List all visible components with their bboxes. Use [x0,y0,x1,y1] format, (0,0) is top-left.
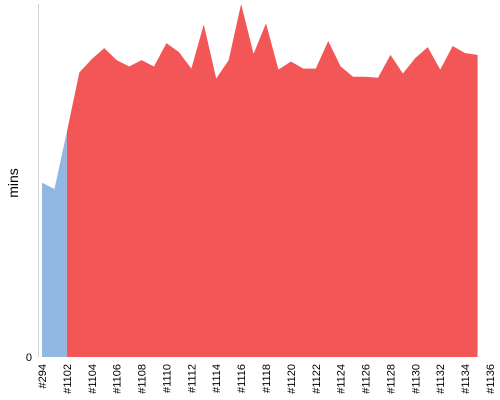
x-tick-label: #1114 [211,364,223,393]
x-tick-label: #1130 [410,364,422,394]
y-axis-title: mins [5,168,21,198]
x-tick-label: #294 [37,364,49,388]
x-tick-label: #1112 [186,364,198,393]
x-tick-label: #1110 [161,364,173,393]
x-tick-label: #1106 [112,364,124,394]
x-tick-label: #1104 [87,364,99,394]
x-tick-label: #1102 [62,364,74,394]
x-tick-label: #1124 [336,364,348,394]
series-layer [42,4,478,357]
x-tick-label: #1108 [137,364,149,394]
y-tick-labels: 0 [26,352,32,364]
x-tick-label: #1132 [435,364,447,394]
x-tick-label: #1136 [485,364,497,394]
x-tick-labels: #294 #1102 #1104 #1106 #1108 #1110 #1112 #1114 #… [37,364,497,394]
x-tick-label: #1122 [311,364,323,394]
x-tick-label: #1120 [286,364,298,394]
x-tick-label: #1118 [261,364,273,393]
x-tick-label: #1128 [385,364,397,394]
x-tick-label: #1134 [460,364,472,394]
y-tick-label: 0 [26,352,32,364]
x-tick-label: #1116 [236,364,248,393]
series-2-area [66,4,478,357]
x-tick-label: #1126 [361,364,373,394]
series-1-area [42,131,67,357]
